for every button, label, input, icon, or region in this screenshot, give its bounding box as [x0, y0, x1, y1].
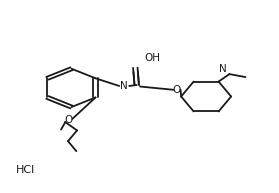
Text: O: O: [64, 115, 73, 125]
Text: N: N: [219, 64, 227, 74]
Text: HCl: HCl: [16, 165, 35, 175]
Text: OH: OH: [144, 53, 160, 63]
Text: N: N: [120, 81, 128, 91]
Text: O: O: [173, 85, 181, 95]
